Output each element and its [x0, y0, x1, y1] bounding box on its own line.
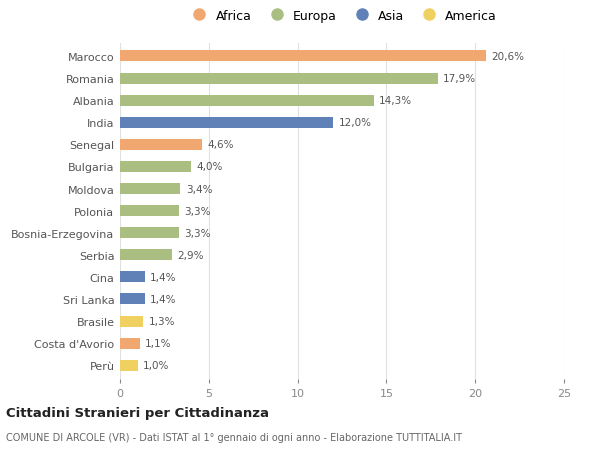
Text: 12,0%: 12,0% — [338, 118, 371, 128]
Bar — [120, 272, 145, 283]
Bar — [120, 140, 202, 151]
Bar — [120, 206, 179, 217]
Bar — [120, 228, 179, 239]
Text: 2,9%: 2,9% — [177, 250, 203, 260]
Bar — [120, 184, 181, 195]
Legend: Africa, Europa, Asia, America: Africa, Europa, Asia, America — [187, 10, 497, 22]
Bar — [120, 95, 374, 106]
Bar — [120, 360, 138, 371]
Text: 3,3%: 3,3% — [184, 228, 211, 238]
Text: 3,3%: 3,3% — [184, 206, 211, 216]
Bar — [120, 51, 486, 62]
Text: 1,0%: 1,0% — [143, 360, 169, 370]
Text: Cittadini Stranieri per Cittadinanza: Cittadini Stranieri per Cittadinanza — [6, 406, 269, 419]
Text: COMUNE DI ARCOLE (VR) - Dati ISTAT al 1° gennaio di ogni anno - Elaborazione TUT: COMUNE DI ARCOLE (VR) - Dati ISTAT al 1°… — [6, 432, 462, 442]
Bar — [120, 162, 191, 173]
Text: 14,3%: 14,3% — [379, 96, 412, 106]
Text: 1,3%: 1,3% — [148, 316, 175, 326]
Bar — [120, 118, 333, 129]
Text: 4,0%: 4,0% — [196, 162, 223, 172]
Text: 17,9%: 17,9% — [443, 74, 476, 84]
Text: 1,4%: 1,4% — [150, 272, 176, 282]
Text: 3,4%: 3,4% — [186, 184, 212, 194]
Text: 4,6%: 4,6% — [207, 140, 233, 150]
Bar — [120, 73, 438, 84]
Bar — [120, 338, 140, 349]
Bar — [120, 316, 143, 327]
Bar — [120, 250, 172, 261]
Text: 20,6%: 20,6% — [491, 52, 524, 62]
Text: 1,4%: 1,4% — [150, 294, 176, 304]
Text: 1,1%: 1,1% — [145, 338, 172, 348]
Bar — [120, 294, 145, 305]
